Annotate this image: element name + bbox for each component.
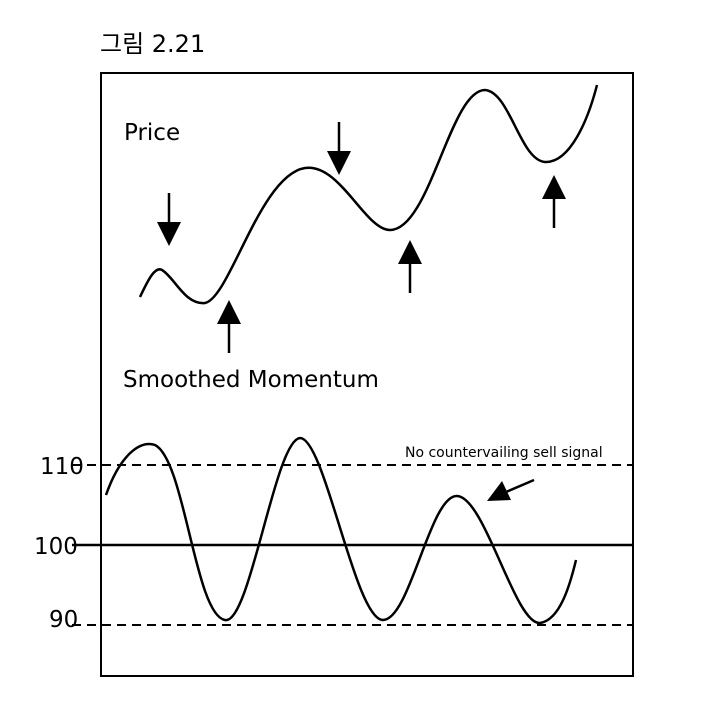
level-110-label: 110 bbox=[40, 454, 84, 480]
sell-arrow-1 bbox=[157, 193, 181, 246]
price-curve bbox=[138, 84, 599, 305]
buy-arrow-2 bbox=[398, 240, 422, 293]
annotation-arrow bbox=[487, 478, 535, 501]
figure-title: 그림 2.21 bbox=[100, 30, 206, 58]
level-100-label: 100 bbox=[34, 534, 78, 560]
sell-arrow-2 bbox=[327, 122, 351, 175]
level-90-label: 90 bbox=[49, 607, 78, 633]
diagram-frame bbox=[100, 72, 634, 677]
momentum-curve bbox=[104, 436, 578, 625]
no-sell-signal-annotation: No countervailing sell signal bbox=[405, 445, 603, 461]
momentum-label: Smoothed Momentum bbox=[123, 367, 379, 393]
buy-arrow-3 bbox=[542, 175, 566, 228]
buy-arrow-1 bbox=[217, 300, 241, 353]
price-label: Price bbox=[124, 120, 180, 146]
